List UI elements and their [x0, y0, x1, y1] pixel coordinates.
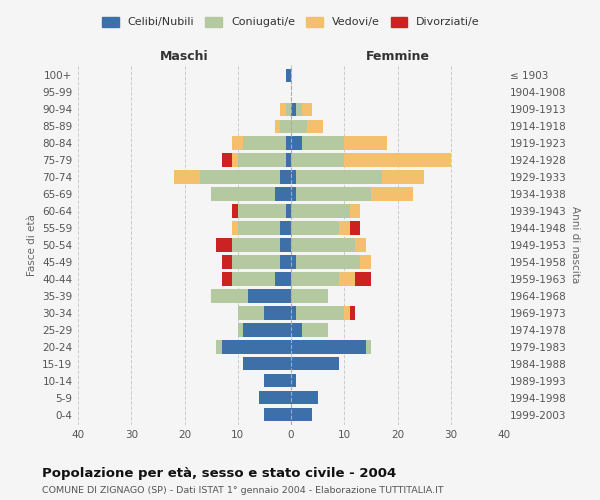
Bar [265, 306, 291, 320]
Bar [291, 170, 296, 183]
Y-axis label: Anni di nascita: Anni di nascita [570, 206, 580, 284]
Bar [232, 204, 238, 218]
Bar [280, 102, 286, 116]
Bar [238, 154, 286, 166]
Bar [344, 306, 350, 320]
Bar [302, 136, 344, 149]
Bar [275, 120, 280, 133]
Bar [296, 170, 382, 183]
Bar [291, 102, 296, 116]
Bar [280, 120, 291, 133]
Bar [291, 408, 313, 422]
Bar [238, 222, 280, 234]
Bar [291, 290, 328, 302]
Bar [248, 290, 291, 302]
Bar [371, 188, 413, 200]
Bar [296, 188, 371, 200]
Bar [232, 222, 238, 234]
Bar [200, 170, 280, 183]
Bar [243, 357, 291, 370]
Bar [296, 256, 360, 268]
Bar [243, 136, 286, 149]
Text: COMUNE DI ZIGNAGO (SP) - Dati ISTAT 1° gennaio 2004 - Elaborazione TUTTITALIA.IT: COMUNE DI ZIGNAGO (SP) - Dati ISTAT 1° g… [42, 486, 443, 495]
Bar [280, 170, 291, 183]
Bar [291, 374, 296, 388]
Bar [355, 272, 371, 285]
Bar [291, 188, 296, 200]
Bar [291, 306, 296, 320]
Bar [302, 324, 328, 336]
Bar [291, 272, 339, 285]
Bar [291, 340, 365, 353]
Bar [291, 324, 302, 336]
Bar [222, 340, 291, 353]
Text: Femmine: Femmine [365, 50, 430, 64]
Bar [344, 136, 387, 149]
Bar [291, 222, 339, 234]
Bar [217, 238, 232, 252]
Bar [232, 272, 275, 285]
Bar [296, 306, 344, 320]
Text: Maschi: Maschi [160, 50, 209, 64]
Bar [360, 256, 371, 268]
Bar [238, 324, 243, 336]
Bar [275, 272, 291, 285]
Bar [222, 272, 232, 285]
Bar [280, 256, 291, 268]
Y-axis label: Fasce di età: Fasce di età [26, 214, 37, 276]
Bar [365, 340, 371, 353]
Bar [232, 256, 280, 268]
Bar [265, 374, 291, 388]
Bar [291, 238, 355, 252]
Bar [286, 136, 291, 149]
Bar [382, 170, 424, 183]
Bar [265, 408, 291, 422]
Bar [307, 120, 323, 133]
Bar [291, 256, 296, 268]
Bar [286, 204, 291, 218]
Bar [211, 290, 248, 302]
Bar [280, 222, 291, 234]
Bar [217, 340, 222, 353]
Legend: Celibi/Nubili, Coniugati/e, Vedovi/e, Divorziati/e: Celibi/Nubili, Coniugati/e, Vedovi/e, Di… [102, 16, 480, 28]
Bar [243, 324, 291, 336]
Bar [238, 204, 286, 218]
Bar [296, 102, 302, 116]
Bar [291, 357, 339, 370]
Bar [350, 204, 360, 218]
Bar [291, 391, 317, 404]
Bar [280, 238, 291, 252]
Bar [259, 391, 291, 404]
Bar [232, 136, 243, 149]
Bar [339, 222, 350, 234]
Bar [291, 154, 344, 166]
Bar [344, 154, 451, 166]
Text: Popolazione per età, sesso e stato civile - 2004: Popolazione per età, sesso e stato civil… [42, 468, 396, 480]
Bar [350, 222, 360, 234]
Bar [291, 136, 302, 149]
Bar [286, 154, 291, 166]
Bar [286, 102, 291, 116]
Bar [355, 238, 365, 252]
Bar [232, 238, 280, 252]
Bar [275, 188, 291, 200]
Bar [350, 306, 355, 320]
Bar [339, 272, 355, 285]
Bar [291, 204, 350, 218]
Bar [222, 154, 232, 166]
Bar [302, 102, 312, 116]
Bar [222, 256, 232, 268]
Bar [232, 154, 238, 166]
Bar [238, 306, 265, 320]
Bar [286, 68, 291, 82]
Bar [211, 188, 275, 200]
Bar [174, 170, 200, 183]
Bar [291, 120, 307, 133]
